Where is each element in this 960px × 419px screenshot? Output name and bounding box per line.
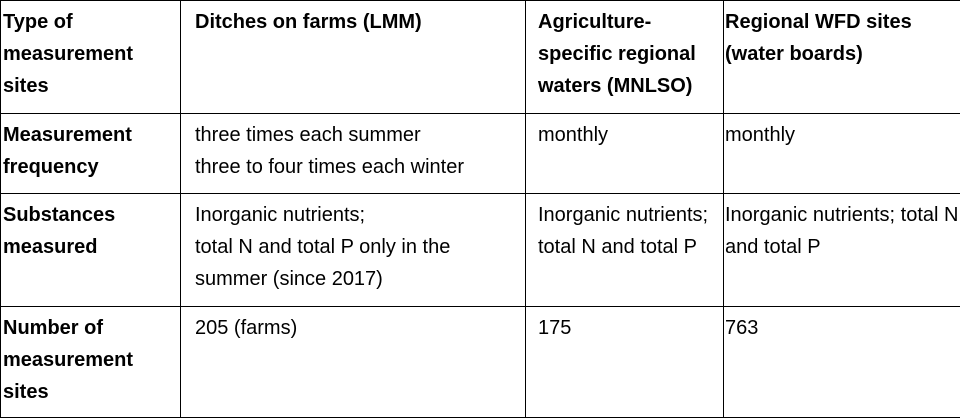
cell-substances-lmm: Inorganic nutrients; total N and total P…: [180, 193, 526, 307]
row-label-substances-text: Substances measured: [3, 204, 116, 258]
cell-substances-wfd: Inorganic nutrients; total N and total P: [723, 193, 960, 307]
cell-site-count-mnlso-text: 175: [538, 317, 572, 339]
cell-substances-lmm-line-2: total N and total P only in the summer (…: [195, 236, 451, 290]
header-regional-wfd-sites-text: Regional WFD sites (water boards): [725, 11, 912, 65]
row-label-site-count-text: Number of measurement sites: [3, 317, 134, 403]
header-ditches-on-farms-text: Ditches on farms (LMM): [195, 11, 422, 33]
cell-substances-mnlso-text: Inorganic nutrients; total N and total P: [538, 204, 709, 258]
table-header-row: Type of measurement sites Ditches on far…: [0, 0, 960, 114]
header-site-type-text: Type of measurement sites: [3, 11, 134, 97]
cell-substances-lmm-line-1: Inorganic nutrients;: [195, 204, 366, 226]
header-regional-wfd-sites: Regional WFD sites (water boards): [723, 0, 960, 114]
cell-substances-mnlso: Inorganic nutrients; total N and total P: [525, 193, 724, 307]
row-label-substances: Substances measured: [0, 193, 181, 307]
header-ditches-on-farms: Ditches on farms (LMM): [180, 0, 526, 114]
cell-site-count-mnlso: 175: [525, 306, 724, 418]
cell-frequency-lmm-line-1: three times each summer: [195, 124, 421, 146]
cell-site-count-wfd-text: 763: [725, 317, 759, 339]
cell-substances-wfd-text: Inorganic nutrients; total N and total P: [725, 204, 959, 258]
cell-site-count-lmm-text: 205 (farms): [195, 317, 298, 339]
header-agriculture-regional-waters: Agriculture-specific regional waters (MN…: [525, 0, 724, 114]
table-row-substances: Substances measured Inorganic nutrients;…: [0, 193, 960, 307]
row-label-frequency: Measurement frequency: [0, 113, 181, 194]
row-label-site-count: Number of measurement sites: [0, 306, 181, 418]
header-agriculture-regional-waters-text: Agriculture-specific regional waters (MN…: [538, 11, 696, 97]
table-row-site-count: Number of measurement sites 205 (farms) …: [0, 306, 960, 418]
cell-frequency-wfd: monthly: [723, 113, 960, 194]
cell-site-count-lmm: 205 (farms): [180, 306, 526, 418]
cell-frequency-lmm-line-2: three to four times each winter: [195, 156, 465, 178]
table-row-frequency: Measurement frequency three times each s…: [0, 113, 960, 194]
row-label-frequency-text: Measurement frequency: [3, 124, 132, 178]
cell-frequency-lmm: three times each summer three to four ti…: [180, 113, 526, 194]
cell-site-count-wfd: 763: [723, 306, 960, 418]
header-site-type: Type of measurement sites: [0, 0, 181, 114]
cell-frequency-wfd-text: monthly: [725, 124, 796, 146]
cell-frequency-mnlso-text: monthly: [538, 124, 609, 146]
cell-frequency-mnlso: monthly: [525, 113, 724, 194]
